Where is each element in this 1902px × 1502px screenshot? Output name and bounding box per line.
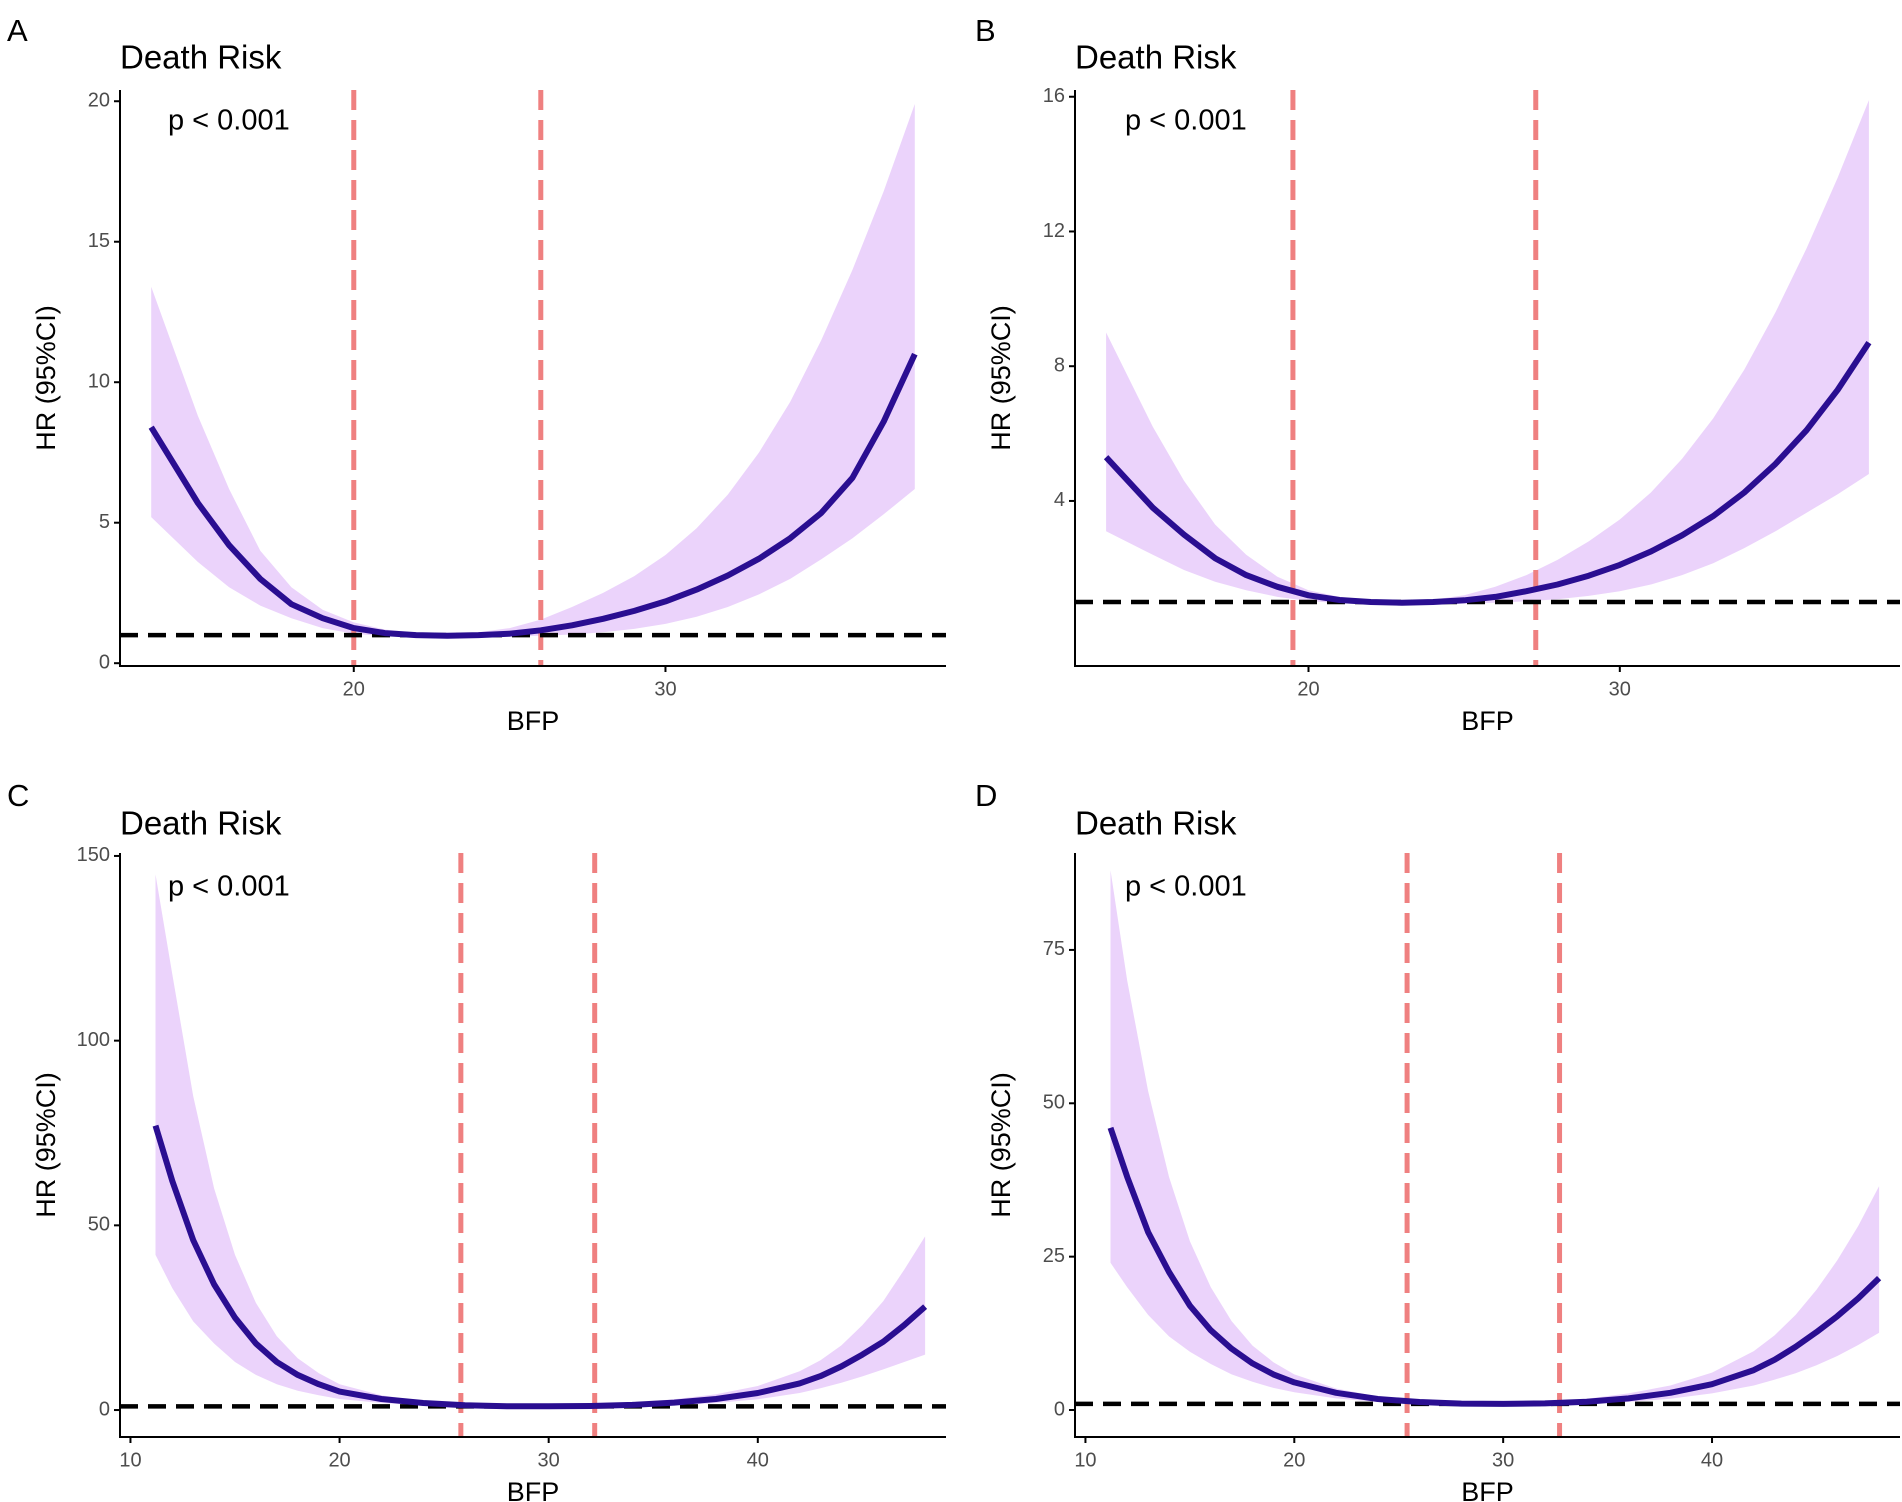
y-tick-label: 75 [1043,938,1065,960]
y-axis-title: HR (95%CI) [986,305,1016,451]
y-axis-title: HR (95%CI) [986,1072,1016,1218]
panel-letter: D [975,778,997,813]
panel-d: D Death Risk 0 25 50 75 10 20 30 40 BFP HR (95%CI) p… [975,778,1900,1502]
y-tick-label: 0 [99,651,110,673]
x-tick-label: 20 [1283,1449,1305,1471]
x-tick-label: 30 [654,678,676,700]
x-tick-label: 40 [1701,1449,1723,1471]
y-tick-label: 50 [88,1214,110,1236]
y-tick-label: 4 [1054,489,1065,511]
panel-letter: C [7,778,29,813]
x-tick-label: 30 [1492,1449,1514,1471]
chart-title: Death Risk [1075,39,1237,76]
x-axis-title: BFP [507,1477,560,1502]
y-tick-label: 10 [88,370,110,392]
y-tick-label: 12 [1043,220,1065,242]
x-tick-label: 30 [538,1449,560,1471]
y-tick-label: 8 [1054,354,1065,376]
y-axis-title: HR (95%CI) [31,1072,61,1218]
panel-letter: A [7,13,28,48]
y-tick-label: 0 [1054,1398,1065,1420]
x-tick-label: 10 [119,1449,141,1471]
x-tick-label: 30 [1609,678,1631,700]
x-tick-label: 20 [328,1449,350,1471]
panel-c: C Death Risk 0 50 100 150 10 20 30 40 BFP HR (95%CI… [7,778,946,1502]
y-tick-label: 50 [1043,1092,1065,1114]
x-axis-title: BFP [507,706,560,736]
x-tick-label: 20 [1297,678,1319,700]
hr-curve [1107,1126,1882,1407]
x-tick-label: 40 [747,1449,769,1471]
x-tick-label: 10 [1074,1449,1096,1471]
p-value-annotation: p < 0.001 [168,105,290,137]
y-axis-title: HR (95%CI) [31,305,61,451]
y-tick-label: 150 [77,844,110,866]
y-tick-label: 16 [1043,85,1065,107]
y-tick-label: 100 [77,1029,110,1051]
chart-title: Death Risk [1075,805,1237,842]
ci-ribbon [155,874,926,1407]
y-tick-label: 5 [99,511,110,533]
chart-title: Death Risk [120,805,282,842]
hr-curve [1103,340,1872,606]
hr-curve [152,1124,928,1410]
p-value-annotation: p < 0.001 [1125,871,1247,903]
ci-ribbon [151,104,915,638]
hr-curve [148,352,918,639]
y-tick-label: 15 [88,230,110,252]
y-tick-label: 20 [88,90,110,112]
x-axis-title: BFP [1461,1477,1514,1502]
p-value-annotation: p < 0.001 [168,871,290,903]
p-value-annotation: p < 0.001 [1125,105,1247,137]
y-tick-label: 0 [99,1398,110,1420]
x-tick-label: 20 [343,678,365,700]
panel-b: B Death Risk 4 8 12 16 20 30 BFP HR (95%CI) p < 0.… [975,13,1900,736]
panel-a: A Death Risk 0 5 10 15 20 20 30 BFP HR (95%CI) p < … [7,13,946,736]
ci-ribbon [1106,100,1869,605]
panel-letter: B [975,13,996,48]
x-axis-title: BFP [1461,706,1514,736]
ci-ribbon [1110,870,1880,1405]
chart-title: Death Risk [120,39,282,76]
y-tick-label: 25 [1043,1245,1065,1267]
